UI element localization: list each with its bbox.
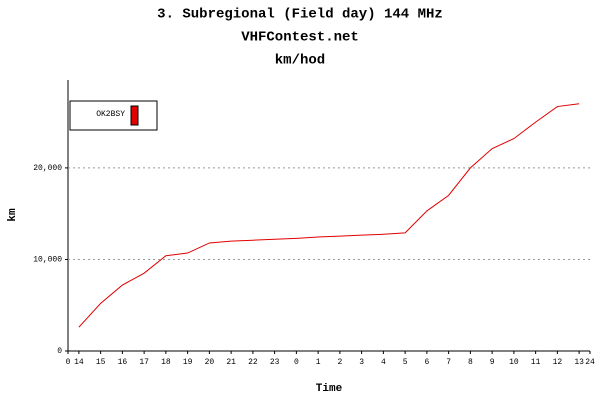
legend-swatch xyxy=(130,105,139,126)
legend-label: OK2BSY xyxy=(96,110,125,119)
y-tick-label: 20,000 xyxy=(33,164,62,173)
x-tick-label: 12 xyxy=(553,358,563,367)
data-line xyxy=(78,103,580,328)
x-tick-label: 4 xyxy=(381,358,386,367)
y-tick-label: 10,000 xyxy=(33,256,62,265)
x-tick-label: 13 xyxy=(574,358,584,367)
x-tick-label: 21 xyxy=(226,358,236,367)
x-tick-label: 16 xyxy=(118,358,128,367)
x-tick-label: 8 xyxy=(468,358,473,367)
x-tick-label: 2 xyxy=(337,358,342,367)
x-tick-label: 9 xyxy=(490,358,495,367)
x-tick-label: 1 xyxy=(316,358,321,367)
x-tick-label: 11 xyxy=(531,358,541,367)
legend-box xyxy=(69,100,158,131)
x-tick-label: 7 xyxy=(446,358,451,367)
x-tick-label: 10 xyxy=(509,358,519,367)
x-tick-label: 23 xyxy=(270,358,280,367)
chart-subtitle: VHFContest.net xyxy=(241,30,359,46)
x-tick-label: 0 xyxy=(66,358,71,367)
x-axis-label: Time xyxy=(316,383,343,395)
x-tick-label: 3 xyxy=(359,358,364,367)
x-tick-label: 6 xyxy=(424,358,429,367)
x-tick-label: 17 xyxy=(139,358,149,367)
x-tick-label: 20 xyxy=(205,358,215,367)
y-tick-label: 0 xyxy=(57,347,62,356)
x-tick-label: 24 xyxy=(585,358,595,367)
x-tick-label: 22 xyxy=(248,358,258,367)
y-axis-label: km xyxy=(7,208,19,222)
x-tick-label: 19 xyxy=(183,358,193,367)
x-tick-label: 0 xyxy=(294,358,299,367)
chart-title: 3. Subregional (Field day) 144 MHz xyxy=(157,7,443,23)
x-tick-label: 14 xyxy=(74,358,84,367)
x-tick-label: 15 xyxy=(96,358,106,367)
x-tick-label: 18 xyxy=(161,358,171,367)
unit-title: km/hod xyxy=(275,53,325,69)
x-tick-label: 5 xyxy=(403,358,408,367)
